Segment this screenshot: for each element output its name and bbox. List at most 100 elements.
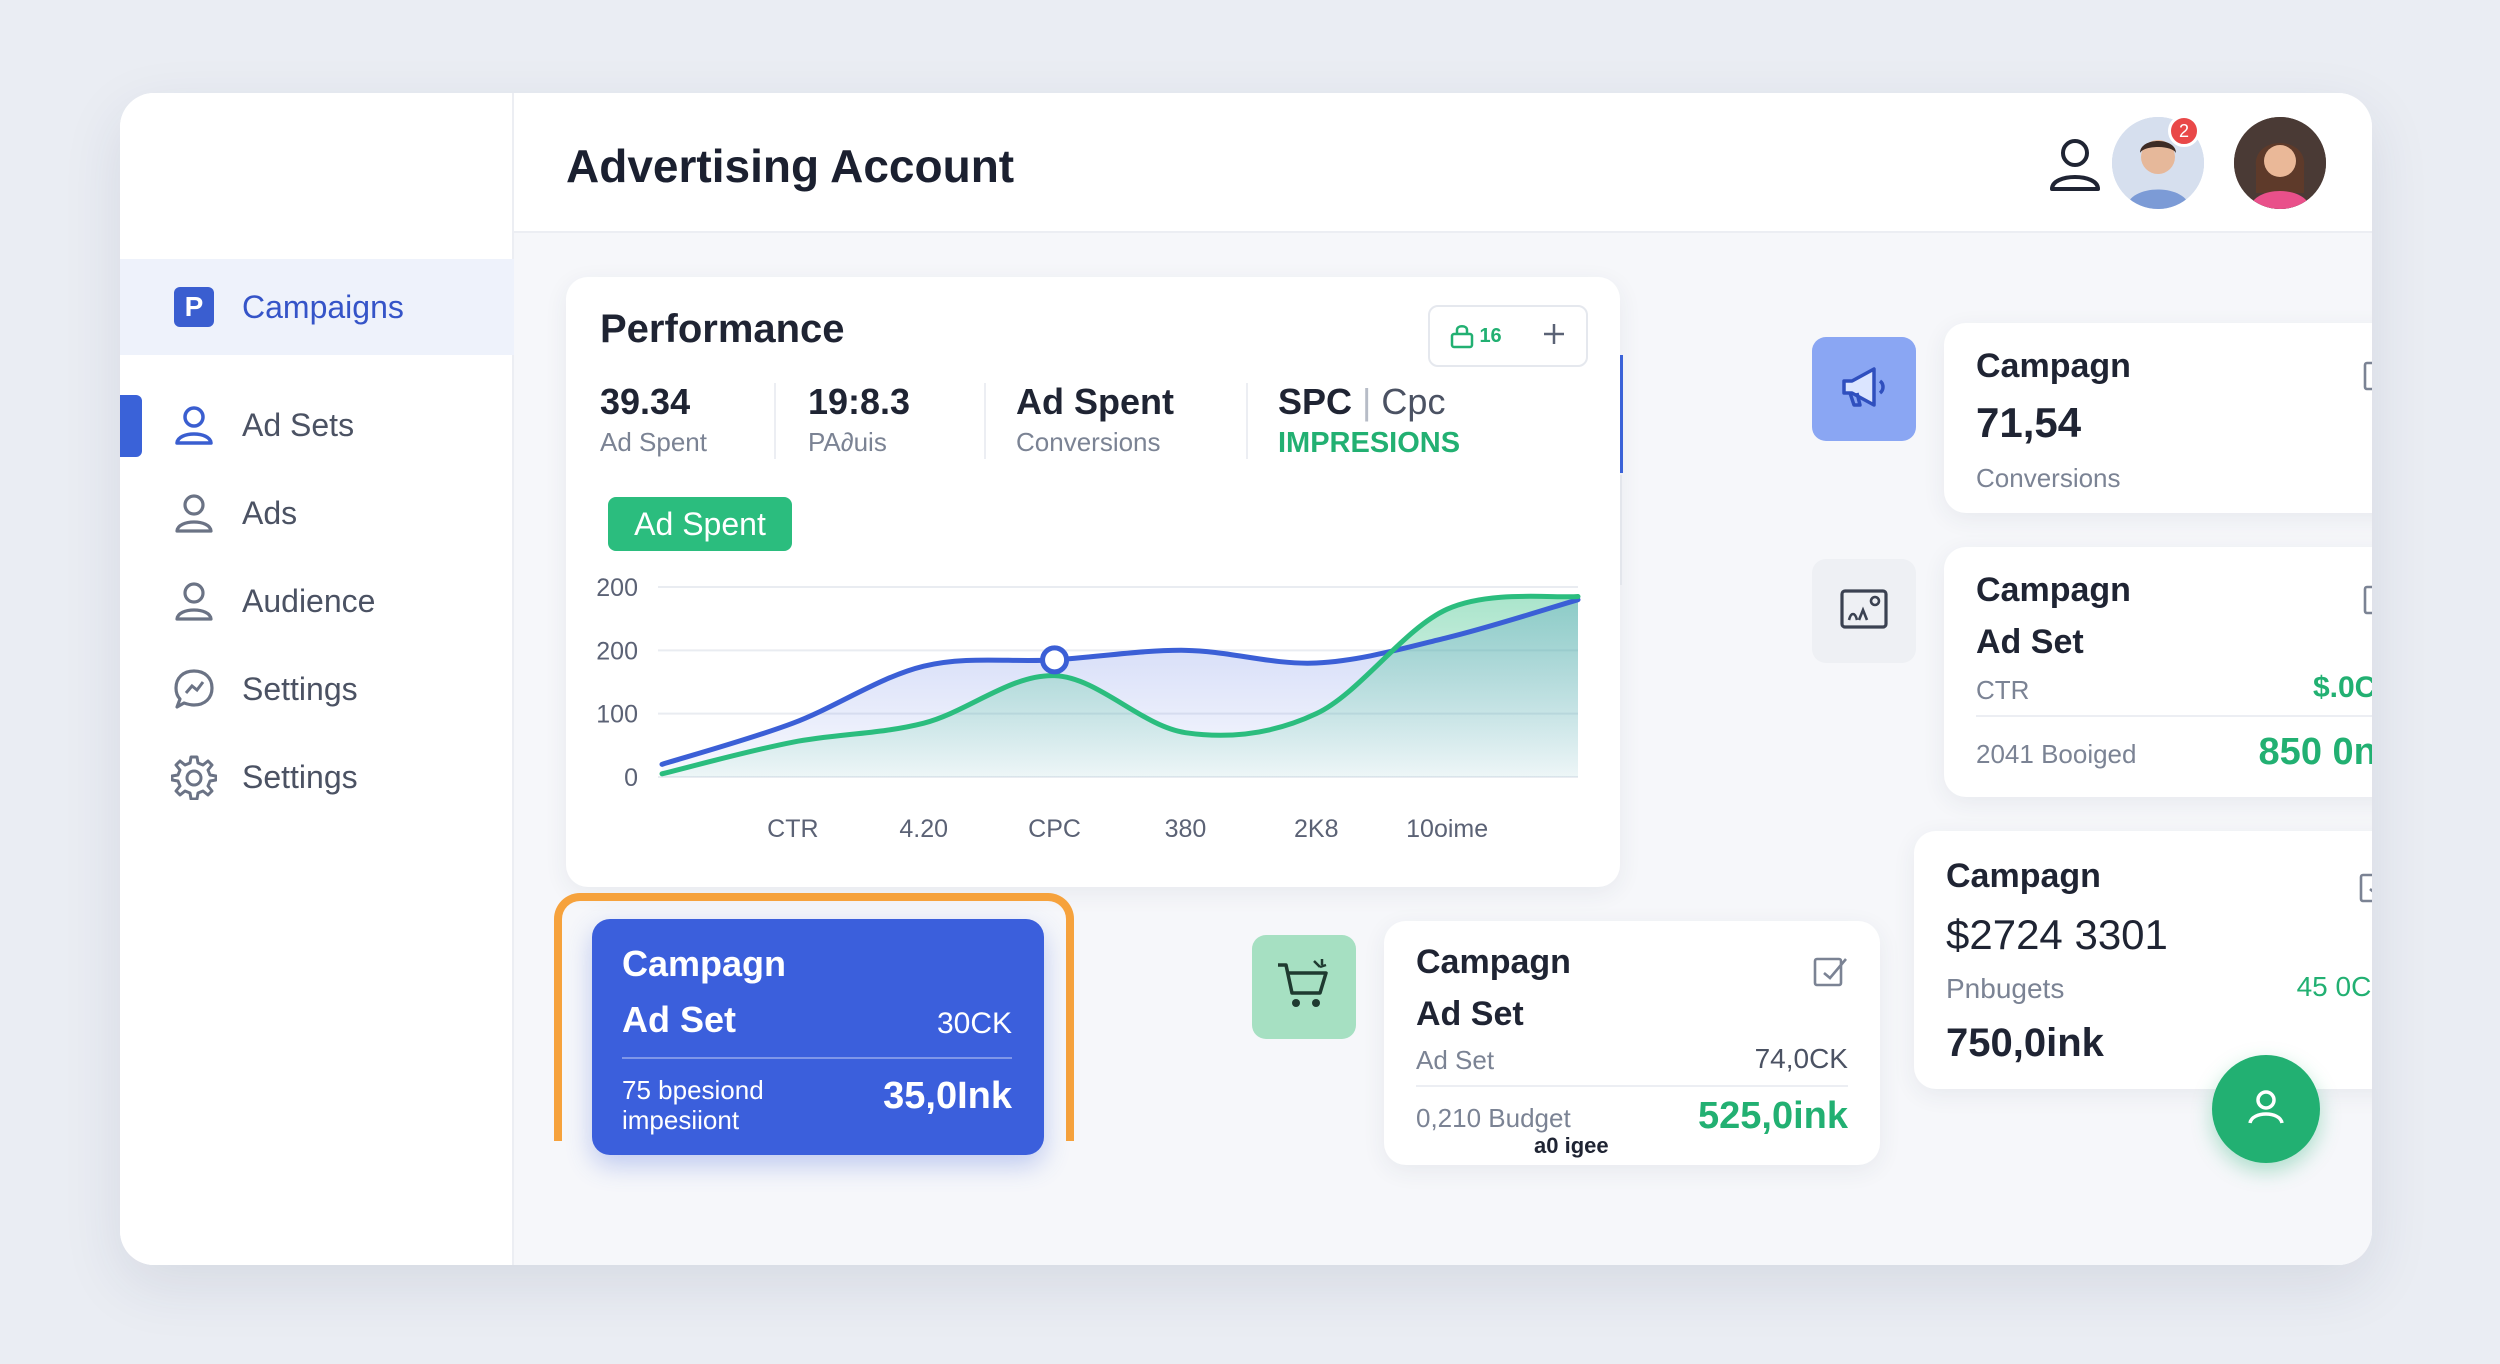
chat-icon: [170, 665, 218, 713]
metric-value: SPC | Cpc: [1278, 381, 1446, 422]
card-value: $2724 3301: [1946, 911, 2168, 958]
card-line: impesiiont: [622, 1105, 740, 1135]
user-icon: [170, 577, 218, 625]
x-tick-label: 4.20: [899, 815, 948, 843]
card-subtitle: Ad Set: [1976, 623, 2084, 661]
y-tick-label: 0: [624, 764, 638, 792]
sidebar-item-label: Ads: [242, 494, 298, 531]
sidebar-item-label: Ad Sets: [242, 406, 355, 443]
metric-label: Ad Spent: [600, 427, 707, 457]
cart-tile[interactable]: [1252, 935, 1356, 1039]
campaign-card[interactable]: Campagn 71,54 Conversions: [1944, 323, 2372, 513]
metric-label: IMPRESIONS: [1278, 427, 1461, 459]
metric: Ad Spent Conversions: [1016, 381, 1174, 458]
sidebar-item-ads[interactable]: Ads: [120, 465, 514, 561]
card-value: 71,54: [1976, 399, 2082, 446]
ad-spent-pill[interactable]: Ad Spent: [608, 497, 792, 551]
series-line: [659, 593, 1581, 777]
card-subtitle: Ad Set: [622, 999, 737, 1040]
performance-title: Performance: [600, 307, 845, 351]
card-value: 750,0ink: [1946, 1021, 2104, 1065]
avatar[interactable]: [2112, 117, 2204, 209]
sidebar-item-audience[interactable]: Audience: [120, 553, 514, 649]
sidebar-item-ad-sets[interactable]: Ad Sets: [120, 377, 514, 473]
user-icon: [170, 489, 218, 537]
row-value: 850 0nk: [2258, 731, 2372, 773]
user-profile-icon[interactable]: [2044, 133, 2106, 195]
row-label: 0,210 Budget: [1416, 1103, 1571, 1133]
card-title: Campagn: [1946, 857, 2101, 895]
gear-icon: [170, 753, 218, 801]
page-title: Advertising Account: [566, 140, 1015, 192]
user-icon: [2242, 1083, 2290, 1136]
main-content: Advertising Account 2 Performance 16: [514, 93, 2372, 1265]
chart-toolbar[interactable]: 16: [1428, 305, 1588, 367]
x-tick-label: CTR: [767, 815, 818, 843]
image-tile[interactable]: [1812, 559, 1916, 663]
edit-icon[interactable]: [2356, 867, 2372, 907]
megaphone-tile[interactable]: [1812, 337, 1916, 441]
sidebar-item-settings-chat[interactable]: Settings: [120, 641, 514, 737]
card-label: Pnbugets: [1946, 973, 2065, 1004]
toolbar-count: 16: [1479, 324, 1502, 347]
metric: 19:8.3 PA∂uis: [808, 381, 910, 458]
card-big-value: 35,0Ink: [883, 1075, 1012, 1117]
sidebar-item-label: Audience: [242, 582, 376, 619]
x-tick-label: 2K8: [1294, 815, 1338, 843]
metric-label: Conversions: [1016, 427, 1161, 457]
row-label: Ad Set: [1416, 1045, 1495, 1075]
add-user-button[interactable]: [2212, 1055, 2320, 1163]
divider: [984, 383, 986, 459]
card-title: Campagn: [622, 943, 787, 984]
campaign-card[interactable]: Campagn Ad Set Ad Set 74,0CK 0,210 Budge…: [1384, 921, 1880, 1165]
metric: SPC | Cpc IMPRESIONS: [1278, 381, 1460, 460]
row-label: 2041 Booiged: [1976, 739, 2137, 769]
edit-icon[interactable]: [2360, 355, 2372, 395]
metric-label: PA∂uis: [808, 427, 887, 457]
card-sub-value: 30CK: [936, 1007, 1012, 1040]
data-point-marker: [1040, 645, 1070, 675]
row-value: 74,0CK: [1754, 1043, 1848, 1074]
edit-icon[interactable]: [1810, 951, 1850, 991]
metric-value: 39.34: [600, 381, 691, 422]
divider: [1246, 383, 1248, 459]
card-title: Campagn: [1416, 943, 1571, 981]
campaign-card[interactable]: Campagn Ad Set CTR $.0CK 2041 Booiged 85…: [1944, 547, 2372, 797]
row-value: 525,0ink: [1698, 1095, 1848, 1137]
avatar[interactable]: [2234, 117, 2326, 209]
sidebar-item-campaigns[interactable]: P Campaigns: [120, 259, 514, 355]
footnote: a0 igee: [1534, 1133, 1609, 1158]
sidebar-item-label: Settings: [242, 670, 358, 707]
row-label: CTR: [1976, 675, 2030, 705]
y-tick-label: 200: [596, 574, 638, 602]
series-line: [659, 597, 1581, 767]
sidebar-item-settings[interactable]: Settings: [120, 729, 514, 825]
plus-icon[interactable]: [1541, 321, 1567, 352]
user-icon: [170, 401, 218, 449]
y-tick-label: 100: [596, 701, 638, 729]
selection-frame: [554, 893, 1074, 1141]
divider: [1976, 715, 2372, 717]
row-value: $.0CK: [2312, 671, 2372, 704]
card-label: Conversions: [1976, 463, 2121, 493]
card-label-value: 45 0CK: [2296, 971, 2372, 1002]
scroll-track: [1620, 475, 1622, 585]
edit-icon[interactable]: [2360, 579, 2372, 619]
performance-chart: 200 200 100 0 CTR 4.20 CPC 380 2K8 10oime: [596, 574, 1581, 843]
metric-value: 19:8.3: [808, 381, 911, 422]
scroll-indicator[interactable]: [1620, 355, 1623, 473]
notification-badge: 2: [2168, 115, 2200, 147]
divider: [774, 383, 776, 459]
x-tick-label: 10oime: [1406, 815, 1488, 843]
campaign-card[interactable]: Campagn $2724 3301 Pnbugets 45 0CK 750,0…: [1914, 831, 2372, 1089]
metric: 39.34 Ad Spent: [600, 381, 707, 458]
megaphone-icon: [1836, 359, 1892, 420]
performance-card: Performance 16 39.34 Ad Spent 19:8.3 PA∂…: [566, 277, 1620, 887]
metric-value: Ad Spent: [1016, 381, 1174, 422]
lock-icon[interactable]: 16: [1449, 323, 1502, 349]
y-tick-label: 200: [596, 637, 638, 665]
card-line: 75 bpesiond: [622, 1075, 764, 1105]
sidebar-item-label: Campaigns: [242, 288, 404, 325]
x-tick-label: 380: [1165, 815, 1207, 843]
campaign-card-selected[interactable]: Campagn Ad Set 30CK 75 bpesiond impesiio…: [592, 919, 1044, 1155]
